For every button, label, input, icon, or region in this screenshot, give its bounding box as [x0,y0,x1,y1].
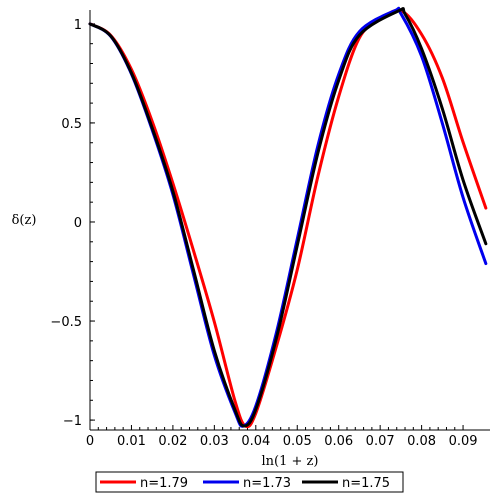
series-line-1 [88,8,488,429]
x-tick-label: 0.06 [324,434,353,449]
legend-label-3: n=1.75 [342,476,390,491]
y-tick-label: −1 [63,414,82,429]
x-tick-label: 0.09 [449,434,478,449]
x-axis-label: ln(1 + z) [262,454,319,469]
x-tick-label: 0.01 [117,434,146,449]
x-tick-label: 0.03 [200,434,229,449]
series-line-2 [88,6,488,428]
legend-label-2: n=1.73 [243,476,291,491]
y-tick-label: 0 [74,216,82,231]
x-tick-label: 0 [86,434,94,449]
x-tick-label: 0.07 [366,434,395,449]
x-tick-label: 0.02 [158,434,187,449]
y-tick-label: 1 [74,18,82,33]
x-ticks: 0 0.01 0.02 0.03 0.04 0.05 0.06 0.07 0.08 0.09 [86,425,478,449]
legend-box [95,471,404,493]
x-tick-label: 0.04 [241,434,270,449]
y-ticks: 1 0.5 0 −0.5 −1 [50,18,95,429]
y-axis-label: δ(z) [12,213,37,228]
x-tick-label: 0.05 [283,434,312,449]
y-tick-label: 0.5 [61,117,82,132]
series-line-3 [88,7,488,428]
legend: n=1.79 n=1.73 n=1.75 [95,471,404,493]
y-tick-label: −0.5 [50,315,82,330]
series-layer [88,6,488,429]
x-tick-label: 0.08 [407,434,436,449]
legend-label-1: n=1.79 [140,476,188,491]
